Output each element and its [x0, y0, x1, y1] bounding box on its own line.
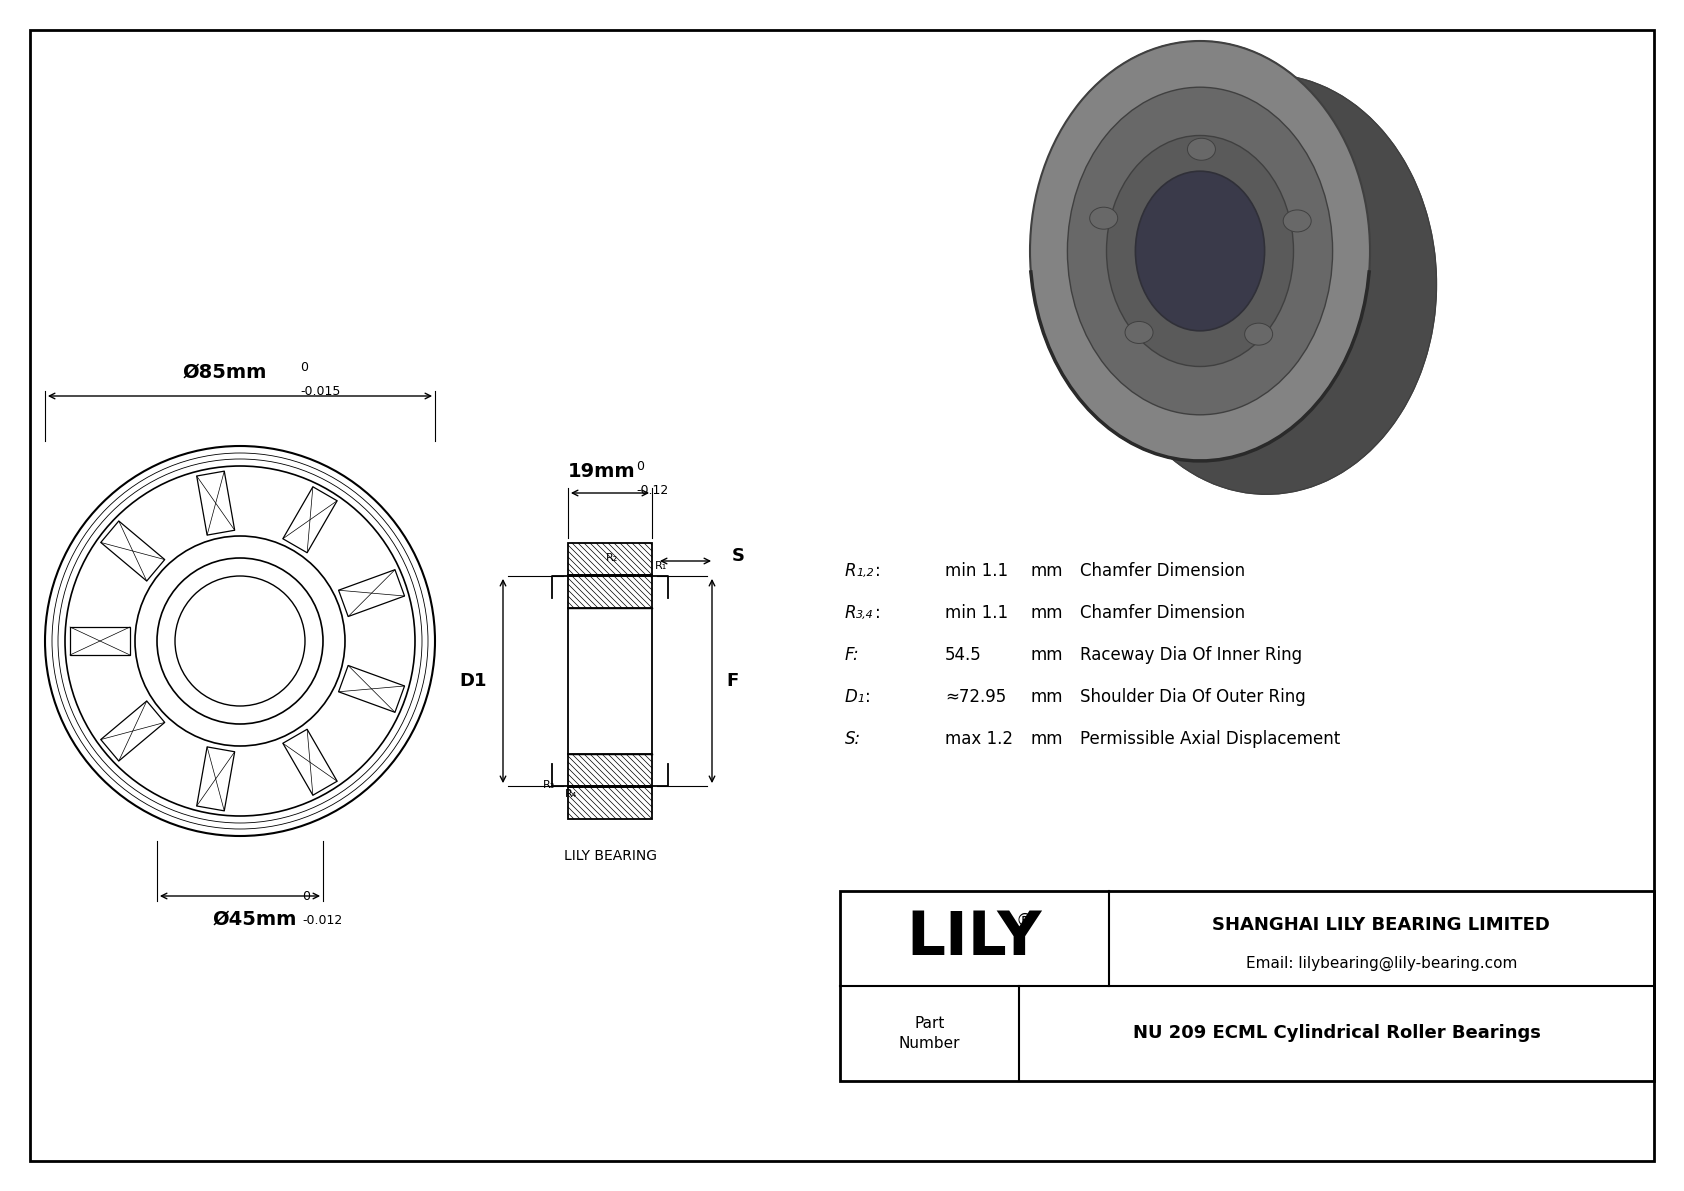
Text: Chamfer Dimension: Chamfer Dimension — [1079, 604, 1244, 622]
Text: mm: mm — [1031, 646, 1063, 665]
Text: S: S — [733, 547, 744, 565]
Text: :: : — [876, 562, 881, 580]
Text: R₄: R₄ — [566, 788, 578, 799]
Text: mm: mm — [1031, 562, 1063, 580]
Text: Email: lilybearing@lily-bearing.com: Email: lilybearing@lily-bearing.com — [1246, 955, 1517, 971]
Text: 0: 0 — [301, 890, 310, 903]
Text: mm: mm — [1031, 730, 1063, 748]
Text: 19mm: 19mm — [568, 462, 637, 481]
Text: NU 209 ECML Cylindrical Roller Bearings: NU 209 ECML Cylindrical Roller Bearings — [1133, 1024, 1541, 1042]
Text: D: D — [845, 688, 857, 706]
Text: Shoulder Dia Of Outer Ring: Shoulder Dia Of Outer Ring — [1079, 688, 1305, 706]
Text: R: R — [845, 562, 857, 580]
Ellipse shape — [1283, 210, 1312, 232]
Text: LILY BEARING: LILY BEARING — [564, 849, 657, 863]
Text: Permissible Axial Displacement: Permissible Axial Displacement — [1079, 730, 1340, 748]
Text: Raceway Dia Of Inner Ring: Raceway Dia Of Inner Ring — [1079, 646, 1302, 665]
Text: D1: D1 — [460, 672, 487, 690]
Text: -0.12: -0.12 — [637, 484, 669, 497]
Text: :: : — [866, 688, 871, 706]
Text: S:: S: — [845, 730, 861, 748]
Text: SHANGHAI LILY BEARING LIMITED: SHANGHAI LILY BEARING LIMITED — [1212, 916, 1551, 934]
Ellipse shape — [1125, 322, 1154, 343]
Text: mm: mm — [1031, 604, 1063, 622]
Bar — [568, 576, 652, 607]
Text: Part
Number: Part Number — [899, 1016, 960, 1050]
Text: 0: 0 — [300, 361, 308, 374]
Text: R₁: R₁ — [655, 561, 667, 570]
Text: min 1.1: min 1.1 — [945, 562, 1009, 580]
Text: Ø85mm: Ø85mm — [184, 363, 268, 382]
Bar — [840, 891, 1654, 1081]
Ellipse shape — [1031, 40, 1371, 461]
Text: R₃: R₃ — [542, 780, 556, 790]
Ellipse shape — [1068, 87, 1332, 414]
Bar — [568, 543, 652, 575]
Text: ≈72.95: ≈72.95 — [945, 688, 1007, 706]
Ellipse shape — [1096, 74, 1436, 494]
Text: 54.5: 54.5 — [945, 646, 982, 665]
Ellipse shape — [1244, 323, 1273, 345]
Bar — [568, 754, 652, 786]
Text: max 1.2: max 1.2 — [945, 730, 1014, 748]
Text: 0: 0 — [637, 460, 643, 473]
Text: R₂: R₂ — [606, 553, 618, 563]
Bar — [568, 787, 652, 819]
Text: Ø45mm: Ø45mm — [212, 910, 296, 929]
Text: F: F — [726, 672, 738, 690]
Text: 3,4: 3,4 — [855, 610, 874, 621]
Polygon shape — [1078, 40, 1436, 494]
Ellipse shape — [1090, 207, 1118, 229]
Text: -0.012: -0.012 — [301, 913, 342, 927]
Text: Chamfer Dimension: Chamfer Dimension — [1079, 562, 1244, 580]
Text: LILY: LILY — [906, 909, 1042, 968]
Text: R: R — [845, 604, 857, 622]
Ellipse shape — [1135, 172, 1265, 331]
Text: -0.015: -0.015 — [300, 385, 340, 398]
Ellipse shape — [1106, 136, 1293, 367]
Text: 1: 1 — [857, 694, 864, 704]
Text: 1,2: 1,2 — [855, 568, 874, 578]
Text: mm: mm — [1031, 688, 1063, 706]
Text: min 1.1: min 1.1 — [945, 604, 1009, 622]
Text: ®: ® — [1015, 911, 1034, 929]
Text: :: : — [876, 604, 881, 622]
Text: F:: F: — [845, 646, 859, 665]
Ellipse shape — [1187, 138, 1216, 161]
Polygon shape — [1154, 172, 1330, 364]
